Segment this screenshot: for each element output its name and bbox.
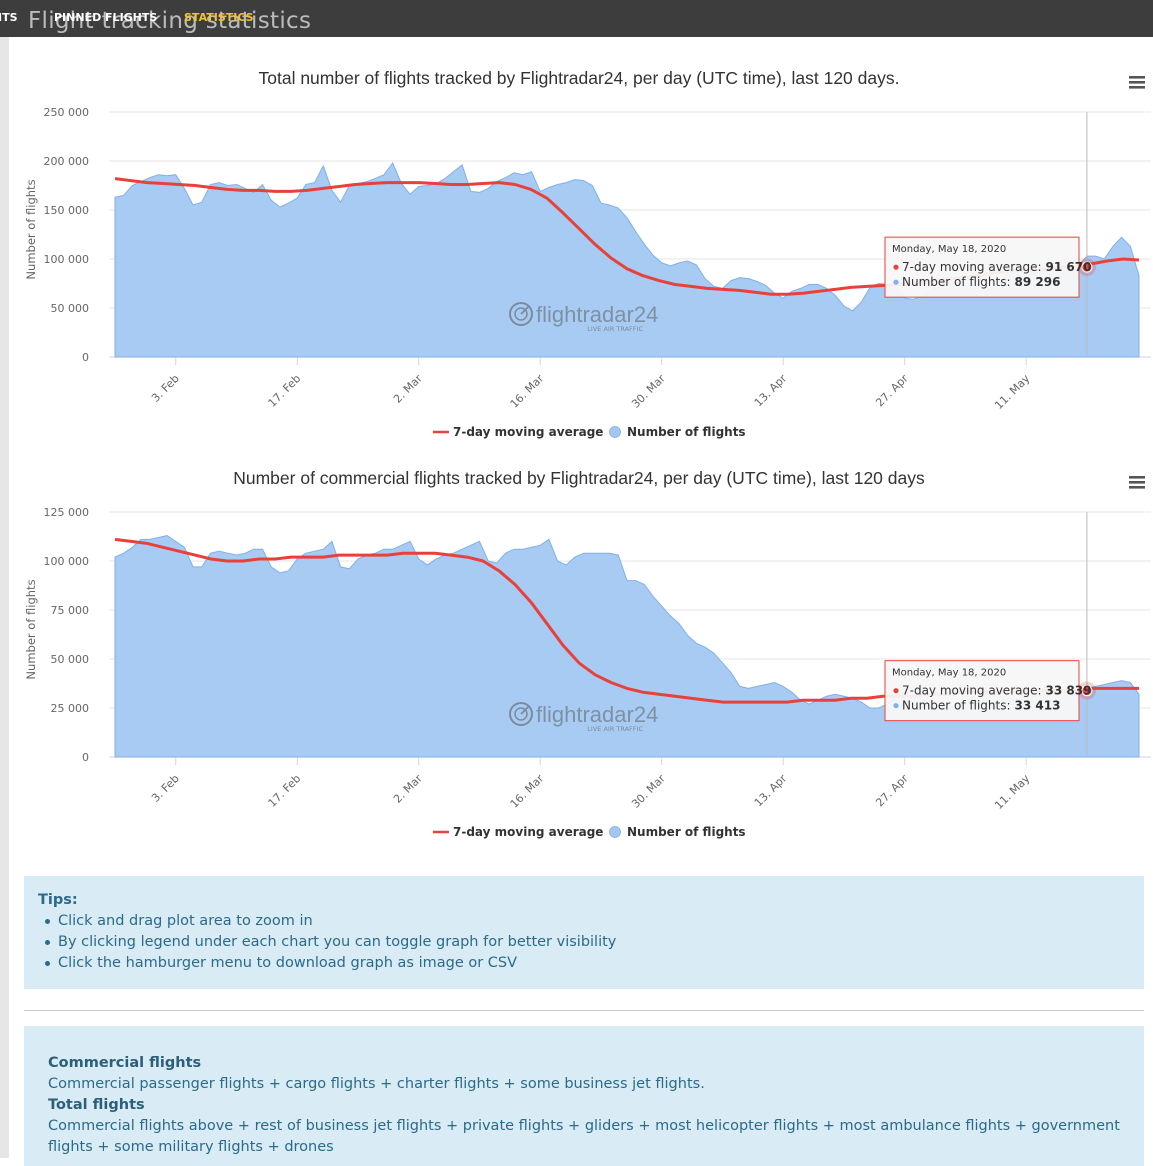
y-tick-label: 100 000 bbox=[44, 253, 90, 266]
y-tick-label: 150 000 bbox=[44, 204, 90, 217]
nav-item-statistics[interactable]: STATISTICS bbox=[184, 11, 254, 24]
y-tick-label: 100 000 bbox=[44, 555, 90, 568]
y-tick-label: 75 000 bbox=[51, 604, 90, 617]
legend-label: Number of flights bbox=[627, 825, 746, 839]
watermark-tagline: LIVE AIR TRAFFIC bbox=[587, 325, 643, 333]
tooltip-average-row: 7-day moving average: 91 670 bbox=[902, 260, 1091, 274]
y-axis-title: Number of flights bbox=[24, 179, 38, 279]
legend-label: 7-day moving average bbox=[453, 425, 603, 439]
tooltip-flights-row: Number of flights: 89 296 bbox=[902, 275, 1060, 289]
commercial-flights-heading: Commercial flights bbox=[48, 1055, 202, 1071]
nav-item-truncated[interactable]: ITS bbox=[0, 11, 18, 24]
y-axis-title: Number of flights bbox=[24, 579, 38, 679]
y-tick-label: 0 bbox=[82, 351, 89, 364]
tooltip-date: Monday, May 18, 2020 bbox=[892, 244, 1006, 255]
tooltip-average-value: 91 670 bbox=[1046, 260, 1092, 274]
top-navigation-bar bbox=[0, 0, 1153, 37]
y-tick-label: 50 000 bbox=[51, 302, 90, 315]
hover-marker-point[interactable] bbox=[1081, 685, 1093, 697]
y-tick-label: 25 000 bbox=[51, 702, 90, 715]
legend-circle-swatch-icon bbox=[609, 826, 621, 838]
x-tick-label: 2. Mar bbox=[391, 772, 425, 806]
y-tick-label: 50 000 bbox=[51, 653, 90, 666]
tooltip-flights-dot-icon bbox=[893, 279, 899, 285]
x-tick-label: 30. Mar bbox=[629, 772, 668, 811]
legend-label: Number of flights bbox=[627, 425, 746, 439]
x-tick-label: 16. Mar bbox=[508, 372, 547, 411]
x-tick-label: 30. Mar bbox=[629, 372, 668, 411]
tip-item: Click the hamburger menu to download gra… bbox=[38, 953, 1130, 974]
tooltip-flights-dot-icon bbox=[893, 703, 899, 709]
hover-tooltip: Monday, May 18, 2020 7-day moving average… bbox=[884, 660, 1091, 722]
x-tick-label: 27. Apr bbox=[873, 772, 911, 810]
x-tick-label: 17. Feb bbox=[266, 372, 304, 410]
x-tick-label: 3. Feb bbox=[149, 372, 182, 405]
tooltip-flights-label: Number of flights: bbox=[902, 699, 1011, 713]
tooltip-flights-row: Number of flights: 33 413 bbox=[902, 699, 1060, 713]
x-tick-label: 3. Feb bbox=[149, 772, 182, 805]
x-tick-label: 17. Feb bbox=[266, 772, 304, 810]
y-tick-label: 200 000 bbox=[44, 155, 90, 168]
watermark-tagline: LIVE AIR TRAFFIC bbox=[587, 725, 643, 733]
nav-item-pinned-flights[interactable]: PINNED FLIGHTS bbox=[54, 11, 158, 24]
total-flights-chart[interactable]: Total number of flights tracked by Fligh… bbox=[9, 52, 1153, 452]
legend-item-moving-average[interactable]: 7-day moving average bbox=[433, 425, 603, 439]
x-tick-label: 27. Apr bbox=[873, 372, 911, 410]
x-tick-label: 13. Apr bbox=[752, 772, 790, 810]
legend-item-number-of-flights[interactable]: Number of flights bbox=[609, 425, 746, 439]
left-sidebar-edge bbox=[0, 37, 9, 1158]
tooltip-average-row: 7-day moving average: 33 839 bbox=[902, 684, 1091, 698]
legend-item-moving-average[interactable]: 7-day moving average bbox=[433, 825, 603, 839]
x-tick-label: 13. Apr bbox=[752, 372, 790, 410]
watermark-brand-text: flightradar24 bbox=[536, 702, 658, 727]
definitions-panel: Commercial flights Commercial passenger … bbox=[24, 1026, 1144, 1166]
tooltip-date: Monday, May 18, 2020 bbox=[892, 668, 1006, 679]
y-tick-label: 250 000 bbox=[44, 106, 90, 119]
tooltip-average-value: 33 839 bbox=[1046, 684, 1092, 698]
hamburger-menu-icon[interactable] bbox=[1129, 76, 1145, 89]
watermark-brand-text: flightradar24 bbox=[536, 302, 658, 327]
section-divider bbox=[24, 1010, 1144, 1011]
tip-item: Click and drag plot area to zoom in bbox=[38, 911, 1130, 932]
tooltip-flights-value: 33 413 bbox=[1015, 699, 1061, 713]
tooltip-average-dot-icon bbox=[893, 688, 899, 694]
legend-item-number-of-flights[interactable]: Number of flights bbox=[609, 825, 746, 839]
hover-tooltip: Monday, May 18, 2020 7-day moving average… bbox=[884, 236, 1091, 298]
page-title: Flight tracking statistics bbox=[28, 8, 312, 34]
commercial-flights-chart[interactable]: Number of commercial flights tracked by … bbox=[9, 452, 1153, 852]
total-flights-heading: Total flights bbox=[48, 1097, 145, 1113]
tooltip-average-label: 7-day moving average: bbox=[902, 684, 1042, 698]
tooltip-average-label: 7-day moving average: bbox=[902, 260, 1042, 274]
tips-title: Tips: bbox=[38, 892, 78, 908]
tooltip-flights-value: 89 296 bbox=[1015, 275, 1061, 289]
tip-item: By clicking legend under each chart you … bbox=[38, 932, 1130, 953]
y-tick-label: 0 bbox=[82, 751, 89, 764]
radar-logo-icon bbox=[509, 702, 533, 726]
hover-marker-point[interactable] bbox=[1081, 261, 1093, 273]
total-flights-description: Commercial flights above + rest of busin… bbox=[48, 1118, 1120, 1155]
commercial-flights-description: Commercial passenger flights + cargo fli… bbox=[48, 1076, 705, 1092]
x-tick-label: 11. May bbox=[992, 372, 1032, 412]
area-chart-svg[interactable]: Number of commercial flights tracked by … bbox=[9, 452, 1153, 852]
y-tick-label: 125 000 bbox=[44, 506, 90, 519]
tips-panel: Tips: Click and drag plot area to zoom i… bbox=[24, 876, 1144, 989]
legend-label: 7-day moving average bbox=[453, 825, 603, 839]
radar-logo-icon bbox=[509, 302, 533, 326]
x-tick-label: 16. Mar bbox=[508, 772, 547, 811]
tooltip-average-dot-icon bbox=[893, 264, 899, 270]
hamburger-menu-icon[interactable] bbox=[1129, 476, 1145, 489]
chart-title: Total number of flights tracked by Fligh… bbox=[259, 68, 900, 88]
tooltip-flights-label: Number of flights: bbox=[902, 275, 1011, 289]
chart-title: Number of commercial flights tracked by … bbox=[233, 468, 925, 488]
x-tick-label: 2. Mar bbox=[391, 372, 425, 406]
legend-circle-swatch-icon bbox=[609, 426, 621, 438]
area-chart-svg[interactable]: Total number of flights tracked by Fligh… bbox=[9, 52, 1153, 452]
x-tick-label: 11. May bbox=[992, 772, 1032, 812]
